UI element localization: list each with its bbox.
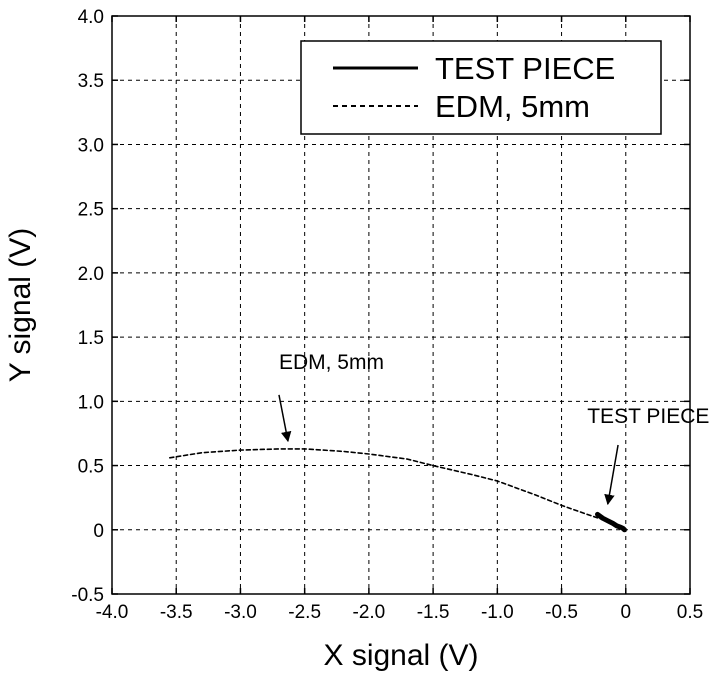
y-tick-label: -0.5 [71,585,104,606]
y-tick-label: 0.5 [78,457,104,478]
y-tick-label: 2.5 [78,200,104,221]
x-tick-label: -3.5 [160,602,193,623]
annotation-arrow-edm [278,394,292,443]
x-tick-labels: -4.0 -3.5 -3.0 -2.5 -2.0 -1.5 -1.0 -0.5 0 0.5 [96,16,703,623]
y-tick-label: 3.0 [78,135,104,156]
series-layer [169,448,627,533]
y-tick-labels: -0.5 0 0.5 1.0 1.5 2.0 2.5 3.0 3.5 4.0 [71,7,690,606]
y-tick-label: 1.5 [78,328,104,349]
series-line-edm-5mm [169,448,625,531]
x-axis-label: X signal (V) [323,639,478,672]
legend-box [300,40,662,135]
y-tick-label: 3.5 [78,71,104,92]
x-tick-label: -1.0 [481,602,514,623]
x-tick-label: -0.5 [545,602,578,623]
plot-frame [111,15,691,595]
x-tick-label: 0 [620,602,631,623]
x-tick-label: -2.0 [353,602,386,623]
x-tick-label: -4.0 [96,602,129,623]
y-axis-label: Y signal (V) [4,228,37,383]
y-tick-label: 4.0 [78,7,104,28]
annotation-layer: EDM, 5mm TEST PIECE [278,351,709,506]
x-tick-label: -3.0 [224,602,257,623]
legend: TEST PIECE EDM, 5mm [300,40,662,135]
x-tick-label: -1.5 [417,602,450,623]
y-tick-label: 2.0 [78,264,104,285]
legend-label-test-piece: TEST PIECE [435,51,615,86]
x-tick-label: 0.5 [677,602,703,623]
annotation-arrow-test-piece [604,444,619,506]
annotation-label-test-piece: TEST PIECE [587,405,709,428]
y-tick-label: 0 [93,521,104,542]
legend-label-edm: EDM, 5mm [435,89,590,124]
annotation-label-edm: EDM, 5mm [279,351,384,374]
x-tick-label: -2.5 [288,602,321,623]
y-tick-label: 1.0 [78,392,104,413]
